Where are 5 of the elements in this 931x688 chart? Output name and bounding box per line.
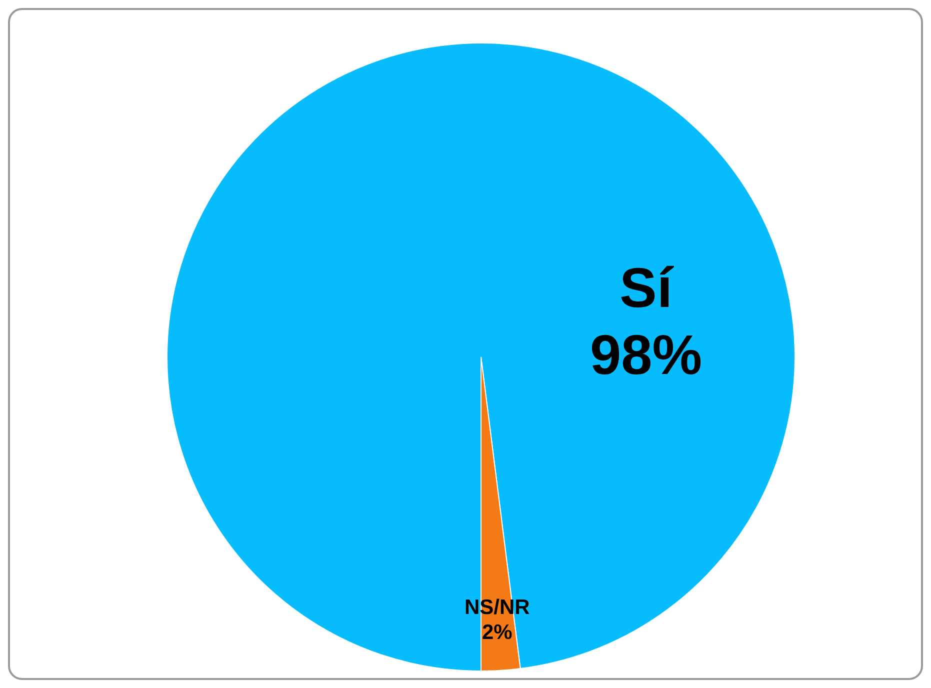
slice-label: Sí [620, 256, 675, 319]
slice-label: NS/NR [464, 596, 530, 619]
pie-slice [166, 43, 796, 672]
data-label: 98% [590, 323, 702, 386]
data-label: 2% [482, 621, 513, 644]
